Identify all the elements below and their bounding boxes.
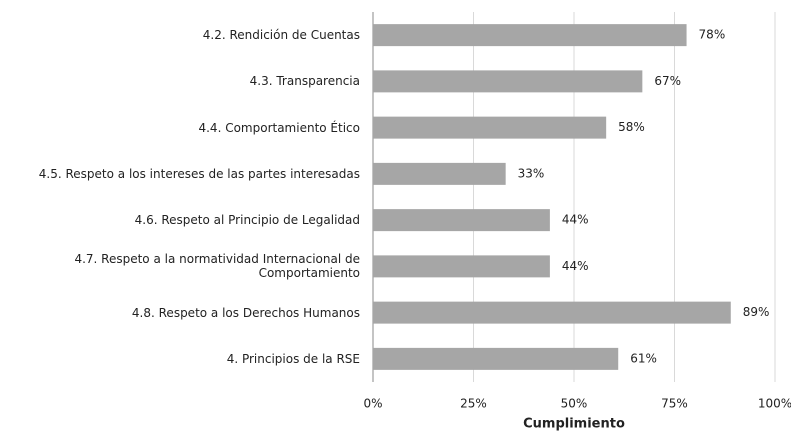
bar [373, 162, 506, 185]
value-label: 61% [630, 351, 657, 365]
y-tick-label: 4.5. Respeto a los intereses de las part… [38, 166, 360, 181]
bar [373, 209, 550, 232]
y-tick-label: 4.6. Respeto al Principio de Legalidad [134, 213, 360, 228]
bar [373, 116, 607, 139]
bar [373, 24, 687, 47]
y-tick-label: 4.7. Respeto a la normatividad Internaci… [74, 252, 360, 281]
y-tick-label: 4.4. Comportamiento Ético [198, 120, 360, 135]
value-label: 44% [562, 259, 589, 273]
x-axis-label: Cumplimiento [523, 417, 625, 432]
bar [373, 347, 619, 370]
value-label: 33% [518, 166, 545, 180]
value-label: 67% [654, 74, 681, 88]
value-label: 89% [743, 305, 770, 319]
y-tick-label: 4.2. Rendición de Cuentas [202, 28, 360, 43]
y-tick-label: 4.8. Respeto a los Derechos Humanos [131, 305, 360, 320]
value-label: 58% [618, 120, 645, 134]
x-tick-label: 100% [758, 397, 791, 411]
x-tick-label: 25% [460, 397, 487, 411]
value-label: 78% [699, 28, 726, 42]
x-tick-label: 0% [363, 397, 382, 411]
y-tick-label: 4.3. Transparencia [249, 74, 360, 89]
value-label: 44% [562, 213, 589, 227]
bar [373, 301, 731, 324]
x-tick-label: 50% [561, 397, 588, 411]
y-tick-label: 4. Principios de la RSE [226, 351, 360, 366]
bar [373, 255, 550, 278]
x-tick-label: 75% [661, 397, 688, 411]
bar [373, 70, 643, 93]
